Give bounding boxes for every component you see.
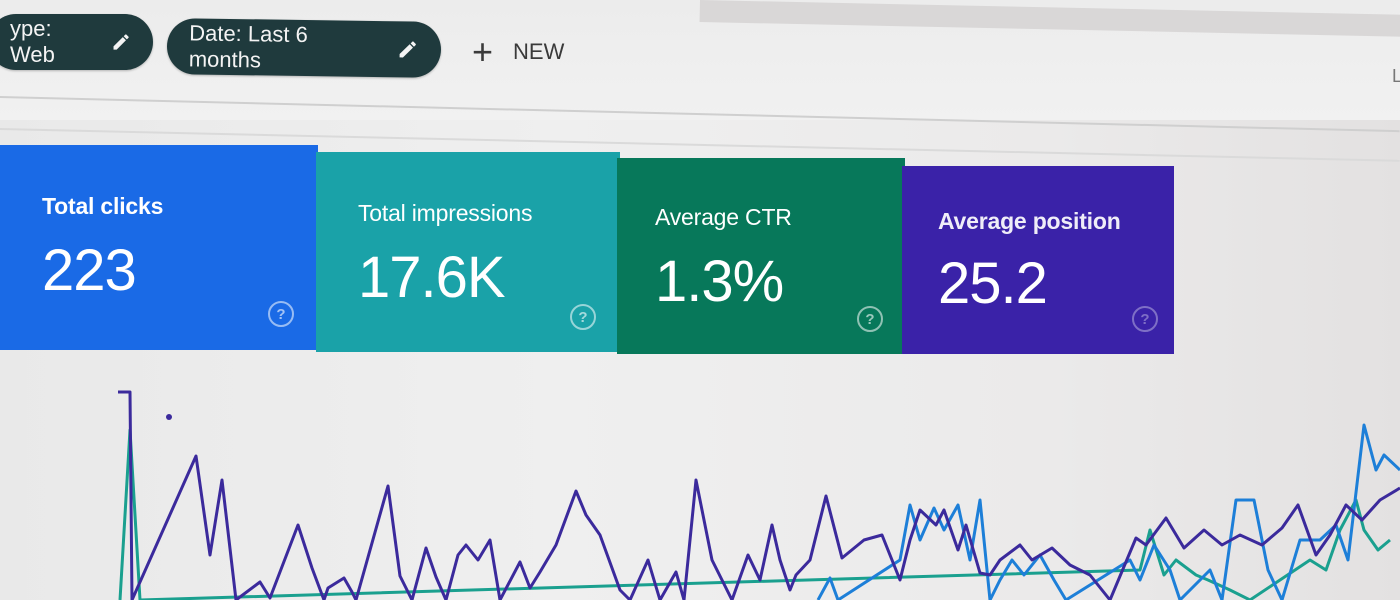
- chart-series-line: [118, 428, 1391, 600]
- metric-card-total-clicks[interactable]: Total clicks 223 ?: [0, 145, 318, 350]
- chart-data-dot: [166, 414, 172, 420]
- filter-bar: ype: Web Date: Last 6 months + NEW L: [0, 0, 1400, 120]
- help-circle-icon[interactable]: ?: [570, 304, 596, 330]
- filter-chip-type[interactable]: ype: Web: [0, 14, 153, 70]
- metric-label: Total impressions: [358, 200, 533, 226]
- metric-label: Average CTR: [655, 204, 792, 230]
- metric-value: 223: [42, 238, 137, 303]
- new-filter-button[interactable]: + NEW: [472, 34, 564, 70]
- chart-series-line: [816, 423, 1400, 600]
- truncated-label: L: [1392, 66, 1400, 86]
- filter-chip-date[interactable]: Date: Last 6 months: [166, 18, 442, 78]
- help-circle-icon[interactable]: ?: [268, 301, 294, 327]
- plus-icon: +: [472, 31, 494, 72]
- metric-value: 17.6K: [358, 245, 506, 310]
- chart-series-line: [118, 390, 1400, 600]
- help-circle-icon[interactable]: ?: [1132, 306, 1158, 332]
- metric-card-total-impressions[interactable]: Total impressions 17.6K ?: [316, 152, 620, 352]
- pencil-icon[interactable]: [397, 38, 419, 60]
- metric-card-average-ctr[interactable]: Average CTR 1.3% ?: [617, 158, 905, 354]
- filter-chip-label: ype: Web: [10, 16, 55, 67]
- performance-line-chart[interactable]: [0, 360, 1400, 600]
- metric-value: 25.2: [938, 251, 1048, 316]
- metric-label: Average position: [938, 208, 1121, 234]
- pencil-icon[interactable]: [111, 31, 131, 53]
- help-circle-icon[interactable]: ?: [857, 306, 883, 332]
- screen-bezel-edge: [699, 0, 1400, 38]
- filter-chip-label: Date: Last 6 months: [188, 20, 309, 73]
- new-filter-label: NEW: [513, 39, 565, 64]
- metric-card-average-position[interactable]: Average position 25.2 ?: [902, 166, 1174, 354]
- metric-value: 1.3%: [655, 249, 784, 314]
- metric-label: Total clicks: [42, 193, 164, 219]
